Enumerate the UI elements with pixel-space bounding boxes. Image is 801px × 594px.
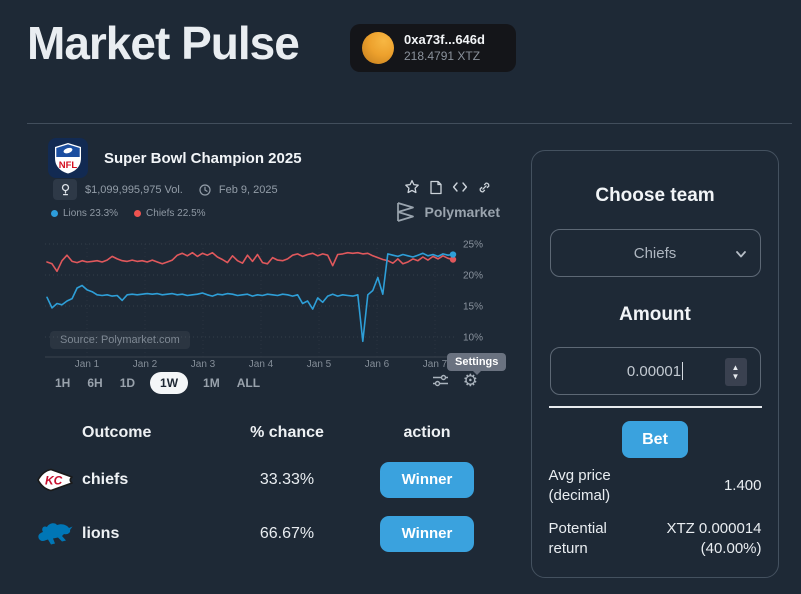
team-select-value: Chiefs	[633, 244, 677, 262]
price-chart: 25% 20% 15% 10% Jan 1 Jan 2 Jan 3 Jan 4 Jan 5 Jan…	[45, 240, 483, 370]
svg-text:Jan 3: Jan 3	[191, 359, 216, 370]
potential-return-row: Potential return XTZ 0.000014 (40.00%)	[549, 519, 762, 560]
chevron-down-icon	[734, 247, 748, 266]
range-1h[interactable]: 1H	[55, 376, 71, 390]
range-selector: 1H 6H 1D 1W 1M ALL	[53, 372, 262, 394]
legend-chiefs: Chiefs 22.5%	[134, 208, 206, 219]
nfl-logo: NFL	[48, 138, 88, 178]
chiefs-swatch-icon	[134, 210, 142, 217]
range-1d[interactable]: 1D	[119, 376, 136, 390]
wallet-balance: 218.4791 XTZ	[404, 48, 481, 63]
wallet-avatar-icon	[362, 32, 394, 64]
svg-text:Jan 5: Jan 5	[307, 359, 332, 370]
svg-text:Jan 4: Jan 4	[249, 359, 274, 370]
col-header-action: action	[403, 424, 451, 441]
col-header-outcome: Outcome	[82, 424, 152, 441]
link-icon[interactable]	[477, 180, 492, 195]
chiefs-logo-icon: KC	[27, 465, 82, 495]
wallet-address: 0xa73f...646d	[404, 32, 485, 48]
svg-text:10%: 10%	[463, 333, 483, 344]
page-title: Market Pulse	[27, 17, 300, 69]
amount-heading: Amount	[619, 304, 691, 325]
legend-lions: Lions 23.3%	[51, 208, 118, 219]
lions-winner-button[interactable]: Winner	[380, 516, 474, 552]
amount-stepper[interactable]: ▲ ▼	[724, 358, 747, 386]
avg-price-row: Avg price (decimal) 1.400	[549, 466, 762, 507]
market-volume: $1,099,995,975 Vol.	[85, 183, 183, 196]
svg-text:20%: 20%	[463, 271, 483, 282]
table-row-lions: lions 66.67% Winner	[27, 510, 502, 558]
market-title: Super Bowl Champion 2025	[104, 149, 302, 167]
embed-code-icon[interactable]	[452, 181, 468, 193]
header-divider	[27, 123, 792, 124]
lions-logo-icon	[27, 519, 82, 549]
text-caret	[682, 362, 684, 380]
potential-return-label: Potential return	[548, 519, 607, 557]
panel-divider	[548, 406, 762, 408]
svg-text:Jan 6: Jan 6	[365, 359, 390, 370]
source-badge: Source: Polymarket.com	[50, 331, 190, 349]
stepper-up-icon: ▲	[731, 362, 740, 372]
svg-text:25%: 25%	[463, 240, 483, 251]
clock-icon	[199, 183, 211, 196]
choose-team-heading: Choose team	[595, 185, 715, 206]
gear-icon[interactable]: ⚙	[462, 371, 478, 390]
wallet-chip[interactable]: 0xa73f...646d 218.4791 XTZ	[350, 24, 516, 72]
team-select[interactable]: Chiefs	[549, 229, 761, 277]
amount-value: 0.00001	[626, 362, 682, 380]
bet-panel: Choose team Chiefs Amount 0.00001 ▲ ▼ Be…	[531, 150, 779, 578]
bet-button[interactable]: Bet	[622, 421, 688, 458]
potential-return-value: XTZ 0.000014 (40.00%)	[666, 519, 762, 557]
col-header-chance: % chance	[250, 424, 324, 441]
amount-input[interactable]: 0.00001 ▲ ▼	[549, 347, 761, 395]
avg-price-label: Avg price (decimal)	[548, 467, 611, 505]
favorite-star-icon[interactable]	[404, 179, 420, 195]
chiefs-winner-button[interactable]: Winner	[380, 462, 474, 498]
document-icon[interactable]	[429, 180, 443, 195]
polymarket-logo-icon	[396, 202, 414, 222]
market-date: Feb 9, 2025	[218, 183, 278, 196]
market-card: NFL Super Bowl Champion 2025 $1,099,995,…	[27, 134, 507, 586]
svg-text:Jan 7: Jan 7	[423, 359, 448, 370]
polymarket-link[interactable]: Polymarket	[393, 200, 500, 224]
range-1m[interactable]: 1M	[203, 376, 220, 390]
svg-text:NFL: NFL	[59, 160, 78, 171]
svg-text:Jan 1: Jan 1	[75, 359, 100, 370]
lions-swatch-icon	[51, 210, 58, 217]
provider-name: Polymarket	[424, 204, 500, 220]
outcome-table: Outcome % chance action KC chiefs 33.33%…	[27, 418, 502, 564]
svg-text:Jan 2: Jan 2	[133, 359, 158, 370]
table-row-chiefs: KC chiefs 33.33% Winner	[27, 456, 502, 504]
svg-text:KC: KC	[45, 474, 63, 488]
settings-tooltip: Settings	[447, 353, 507, 375]
avg-price-value: 1.400	[723, 477, 762, 495]
range-6h[interactable]: 6H	[87, 376, 103, 390]
chart-legend: Lions 23.3% Chiefs 22.5%	[51, 208, 206, 219]
stepper-down-icon: ▼	[731, 371, 740, 381]
range-all[interactable]: ALL	[236, 376, 261, 390]
range-1w[interactable]: 1W	[150, 372, 189, 394]
market-badge-icon	[53, 179, 77, 200]
svg-text:15%: 15%	[463, 302, 483, 313]
sliders-icon[interactable]	[432, 373, 449, 388]
